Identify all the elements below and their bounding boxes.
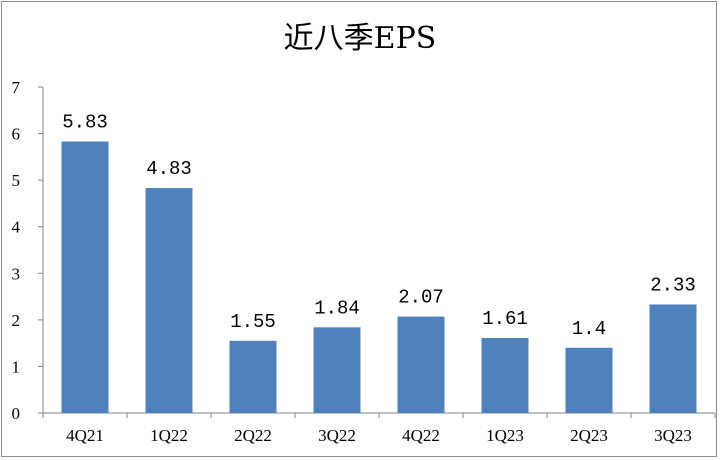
data-label: 1.55 [230, 311, 276, 333]
y-tick-label: 3 [12, 264, 21, 283]
chart-bars [61, 141, 697, 413]
y-tick-label: 4 [12, 218, 21, 237]
data-label: 1.84 [314, 297, 360, 319]
x-tick-label: 1Q23 [486, 426, 524, 445]
data-label: 1.61 [482, 308, 528, 330]
data-label: 4.83 [146, 158, 192, 180]
x-tick-label: 4Q22 [402, 426, 440, 445]
y-tick-label: 7 [12, 78, 21, 97]
bar-4q21 [61, 141, 109, 413]
y-tick-label: 2 [12, 311, 21, 330]
bar-2q23 [565, 347, 613, 413]
x-tick-label: 2Q23 [570, 426, 608, 445]
x-tick-label: 4Q21 [66, 426, 104, 445]
y-tick-label: 0 [12, 404, 21, 423]
chart-title: 近八季EPS [284, 21, 437, 56]
bar-3q22 [313, 327, 361, 413]
y-tick-label: 1 [12, 357, 21, 376]
bar-1q22 [145, 188, 193, 413]
data-label: 2.33 [650, 274, 696, 296]
y-tick-label: 6 [12, 125, 21, 144]
bar-3q23 [649, 304, 697, 413]
x-tick-label: 2Q22 [234, 426, 272, 445]
bar-1q23 [481, 338, 529, 413]
y-tick-label: 5 [12, 171, 21, 190]
bar-4q22 [397, 316, 445, 413]
x-tick-label: 3Q23 [654, 426, 692, 445]
chart-category-labels: 4Q21 1Q22 2Q22 3Q22 4Q22 1Q23 2Q23 3Q23 [66, 426, 692, 445]
data-label: 1.4 [572, 318, 606, 340]
chart-data-labels: 5.83 4.83 1.55 1.84 2.07 1.61 1.4 2.33 [62, 111, 696, 339]
x-tick-label: 3Q22 [318, 426, 356, 445]
data-label: 5.83 [62, 111, 108, 133]
bar-2q22 [229, 340, 277, 413]
data-label: 2.07 [398, 287, 444, 309]
x-tick-label: 1Q22 [150, 426, 188, 445]
